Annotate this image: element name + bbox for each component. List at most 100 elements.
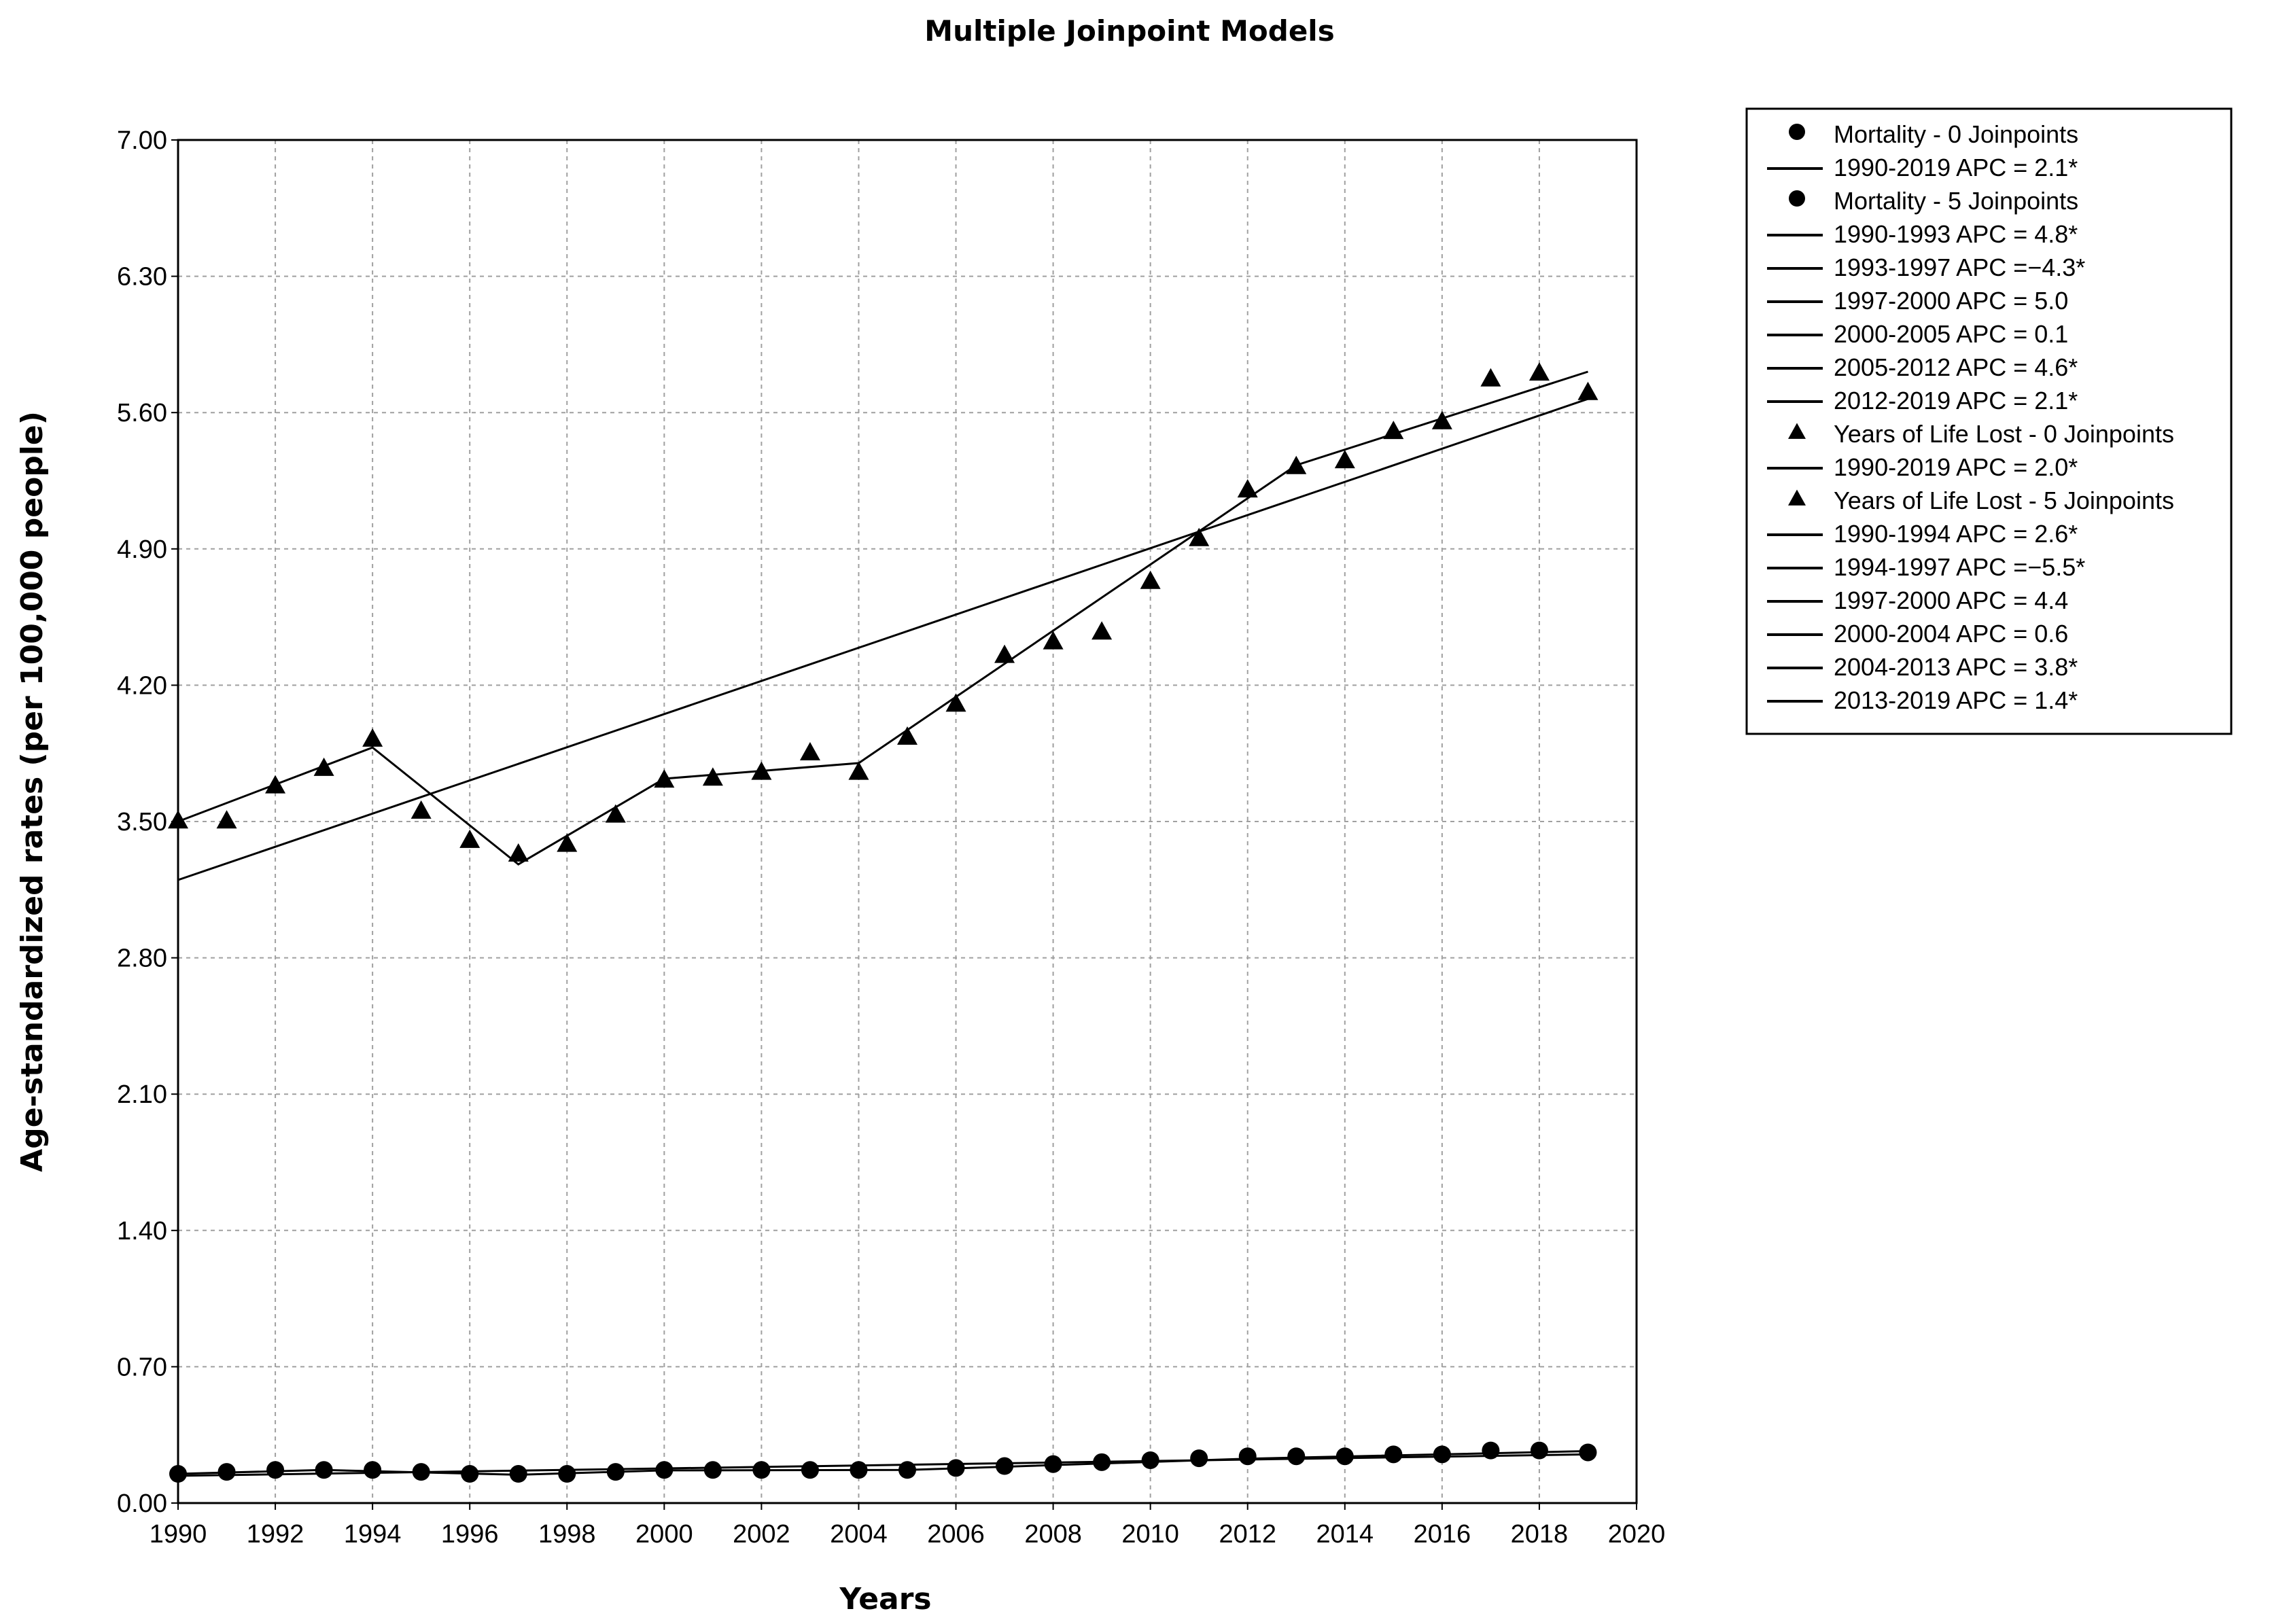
y-tick-label: 7.00	[117, 126, 167, 155]
yll-point	[702, 767, 723, 786]
y-tick-label: 4.20	[117, 671, 167, 700]
legend-label: 1990-2019 APC = 2.1*	[1834, 154, 2078, 181]
mortality-point	[1335, 1447, 1354, 1466]
mortality-point	[217, 1463, 236, 1481]
fitted-line	[177, 1450, 1588, 1476]
yll-point	[654, 769, 675, 788]
chart-title: Multiple Joinpoint Models	[924, 14, 1334, 48]
mortality-point	[703, 1461, 722, 1479]
legend-label: Mortality - 5 Joinpoints	[1834, 187, 2078, 215]
x-tick-label: 2008	[1024, 1520, 1082, 1549]
observed-points	[168, 362, 1598, 1483]
legend-label: 2000-2005 APC = 0.1	[1834, 320, 2068, 348]
x-tick-label: 2004	[830, 1520, 888, 1549]
legend-label: Years of Life Lost - 0 Joinpoints	[1834, 420, 2174, 448]
mortality-point	[169, 1465, 187, 1483]
legend-label: 1994-1997 APC =−5.5*	[1834, 553, 2085, 581]
x-tick-label: 2012	[1219, 1520, 1276, 1549]
legend-label: 2013-2019 APC = 1.4*	[1834, 686, 2078, 714]
mortality-point	[655, 1461, 674, 1479]
mortality-point	[509, 1465, 527, 1483]
x-tick-label: 2018	[1511, 1520, 1569, 1549]
yll-point	[1528, 362, 1550, 381]
y-tick-label: 5.60	[117, 399, 167, 427]
yll-point	[1140, 570, 1161, 589]
x-tick-label: 1996	[441, 1520, 499, 1549]
x-tick-label: 2014	[1316, 1520, 1374, 1549]
yll-point	[1189, 527, 1210, 546]
y-tick-label: 0.00	[117, 1489, 167, 1518]
legend-label: 1997-2000 APC = 4.4	[1834, 586, 2068, 614]
mortality-point	[1190, 1449, 1208, 1468]
mortality-point	[1287, 1447, 1306, 1466]
yll-point	[265, 775, 286, 794]
mortality-point	[1433, 1445, 1451, 1464]
y-tick-label: 1.40	[117, 1217, 167, 1246]
x-tick-label: 1998	[538, 1520, 596, 1549]
yll-point	[313, 757, 334, 776]
mortality-point	[947, 1459, 965, 1477]
yll-point	[751, 761, 772, 780]
mortality-point	[996, 1457, 1014, 1475]
x-tick-label: 2010	[1121, 1520, 1179, 1549]
grid-lines	[178, 140, 1637, 1503]
yll-point	[994, 644, 1015, 663]
mortality-point	[315, 1461, 333, 1479]
legend-triangle-icon	[1788, 489, 1806, 506]
legend-label: 2012-2019 APC = 2.1*	[1834, 387, 2078, 414]
mortality-point	[606, 1463, 625, 1481]
fitted-lines	[177, 370, 1588, 1477]
yll-point	[362, 728, 383, 747]
mortality-point	[266, 1461, 285, 1479]
yll-point	[1091, 621, 1113, 640]
mortality-point	[1384, 1445, 1403, 1464]
yll-point	[216, 810, 237, 829]
yll-point	[848, 761, 869, 780]
x-tick-label: 1994	[344, 1520, 402, 1549]
x-tick-label: 2016	[1414, 1520, 1471, 1549]
x-tick-label: 2000	[635, 1520, 693, 1549]
legend: Mortality - 0 Joinpoints 1990-2019 APC = …	[1745, 107, 2233, 735]
legend-label: 2000-2004 APC = 0.6	[1834, 620, 2068, 648]
yll-point	[1237, 479, 1258, 498]
yll-point	[897, 726, 918, 745]
mortality-point	[1093, 1453, 1111, 1471]
mortality-point	[1579, 1443, 1597, 1462]
yll-point	[1431, 410, 1452, 429]
mortality-point	[1238, 1447, 1257, 1466]
legend-circle-icon	[1789, 124, 1805, 140]
legend-label: 1997-2000 APC = 5.0	[1834, 287, 2068, 315]
y-tick-label: 6.30	[117, 263, 167, 292]
yll-point	[1286, 455, 1307, 474]
y-tick-label: 2.80	[117, 945, 167, 973]
legend-label: Years of Life Lost - 5 Joinpoints	[1834, 487, 2174, 514]
mortality-point	[1530, 1441, 1548, 1460]
mortality-point	[850, 1461, 868, 1479]
yll-point	[557, 833, 578, 852]
mortality-point	[461, 1465, 479, 1483]
mortality-point	[752, 1461, 771, 1479]
fitted-line	[177, 370, 1588, 866]
legend-circle-icon	[1789, 190, 1805, 207]
yll-point	[1480, 368, 1501, 387]
yll-point	[1383, 421, 1404, 440]
mortality-point	[1482, 1441, 1500, 1460]
mortality-point	[1141, 1451, 1159, 1469]
yll-point	[410, 800, 432, 819]
yll-point	[1334, 450, 1355, 469]
y-tick-label: 0.70	[117, 1353, 167, 1381]
mortality-point	[412, 1463, 430, 1481]
x-tick-label: 1990	[150, 1520, 207, 1549]
legend-label: 2004-2013 APC = 3.8*	[1834, 653, 2078, 681]
yll-point	[605, 804, 626, 823]
legend-triangle-icon	[1788, 423, 1806, 439]
y-tick-label: 3.50	[117, 808, 167, 836]
fitted-line	[177, 398, 1588, 881]
legend-label: 1990-1994 APC = 2.6*	[1834, 520, 2078, 548]
legend-label: Mortality - 0 Joinpoints	[1834, 120, 2078, 148]
y-axis-title: Age-standardized rates (per 100,000 peop…	[15, 411, 50, 1172]
x-tick-label: 2002	[733, 1520, 790, 1549]
yll-point	[1577, 381, 1598, 400]
x-axis-ticks: 1990 1992 1994 1996 1998 2000 2002 2004 2006 2008…	[150, 1503, 1665, 1549]
